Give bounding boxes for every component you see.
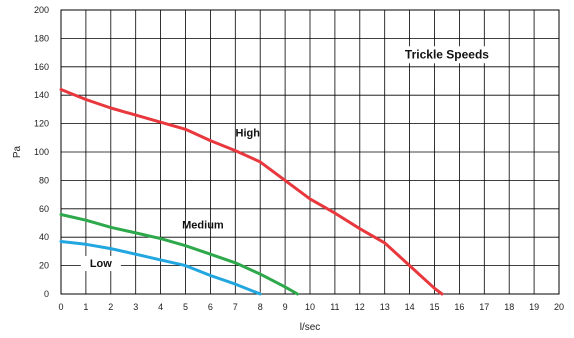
y-tick-label: 180: [34, 33, 49, 43]
y-tick-label: 60: [39, 204, 49, 214]
x-tick-label: 20: [554, 302, 564, 312]
x-tick-label: 18: [504, 302, 514, 312]
y-tick-label: 140: [34, 90, 49, 100]
x-tick-label: 2: [108, 302, 113, 312]
x-tick-label: 5: [183, 302, 188, 312]
series-label-high: High: [236, 127, 261, 139]
y-tick-label: 80: [39, 175, 49, 185]
x-tick-label: 3: [133, 302, 138, 312]
chart-title-background: [388, 46, 505, 64]
y-tick-label: 40: [39, 232, 49, 242]
x-tick-label: 19: [529, 302, 539, 312]
x-tick-label: 11: [330, 302, 339, 312]
x-tick-label: 8: [258, 302, 263, 312]
y-tick-label: 0: [44, 289, 49, 299]
tick-labels: 0 1 2 3 4 5 6 7 8 9 10 11 12 13 14 15 16 17 18 19 2002040608…: [34, 5, 564, 312]
x-tick-label: 14: [405, 302, 415, 312]
y-tick-label: 120: [34, 119, 49, 129]
y-tick-label: 200: [34, 5, 49, 15]
series-lines: [59, 88, 444, 296]
y-axis-title: Pa: [12, 145, 23, 158]
series-label-low: Low: [90, 258, 112, 270]
series-line-low: [59, 240, 262, 296]
series-labels: High Medium Low: [80, 127, 261, 272]
x-tick-label: 7: [233, 302, 238, 312]
y-tick-label: 20: [39, 261, 49, 271]
x-tick-label: 15: [429, 302, 439, 312]
x-axis-title: l/sec: [300, 322, 321, 333]
x-tick-label: 12: [355, 302, 365, 312]
x-tick-label: 16: [454, 302, 464, 312]
x-tick-label: 9: [283, 302, 288, 312]
series-label-background: [80, 256, 121, 272]
x-tick-label: 13: [380, 302, 390, 312]
x-tick-label: 6: [208, 302, 213, 312]
y-tick-label: 160: [34, 62, 49, 72]
x-tick-label: 4: [158, 302, 163, 312]
y-tick-label: 100: [34, 147, 49, 157]
x-tick-label: 0: [58, 302, 63, 312]
series-label-medium: Medium: [182, 220, 224, 232]
x-tick-label: 10: [305, 302, 315, 312]
x-tick-label: 1: [83, 302, 88, 312]
series-line-medium: [59, 213, 299, 296]
x-tick-label: 17: [479, 302, 489, 312]
chart-title: Trickle Speeds: [405, 47, 489, 61]
series-line-high: [59, 88, 444, 296]
